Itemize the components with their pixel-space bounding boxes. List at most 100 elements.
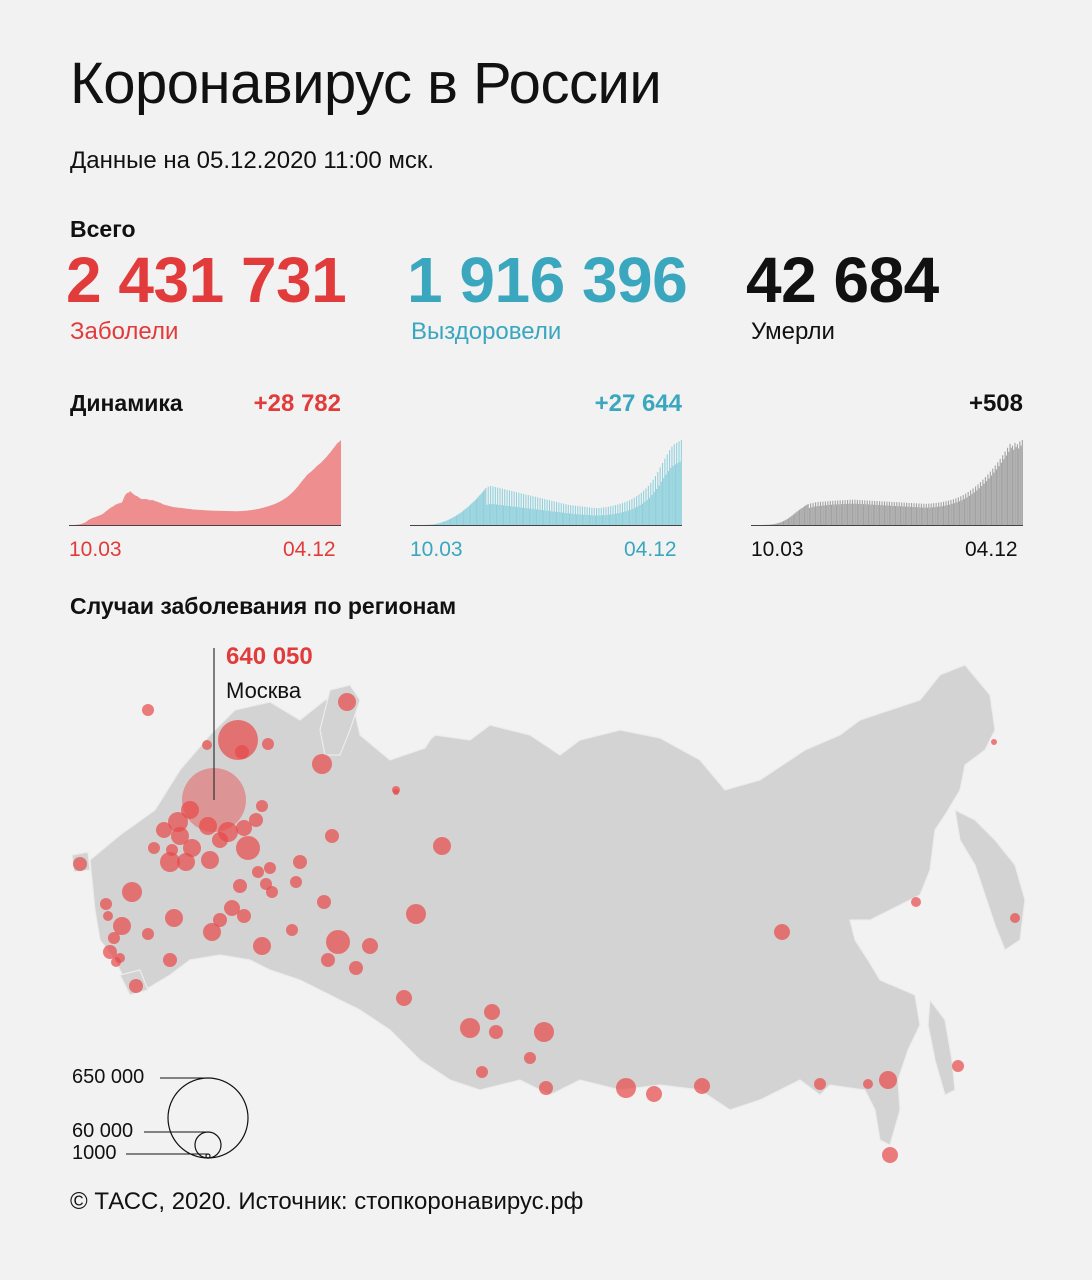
recovered-bar [490, 486, 492, 525]
recovered-bar [462, 510, 465, 525]
recovered-bar [468, 505, 470, 525]
recovered-bar [447, 519, 449, 525]
deaths-bar [808, 508, 810, 525]
recovered-bar [671, 446, 673, 525]
recovered-bar [636, 496, 638, 525]
region-bubble [321, 953, 335, 967]
recovered-bar [512, 506, 514, 525]
legend-circle-small [205, 1153, 211, 1159]
deaths-bar [885, 505, 887, 525]
deaths-bar [842, 500, 844, 525]
deaths-bar [816, 506, 818, 525]
deaths-bar [992, 468, 994, 525]
deaths-bar [856, 499, 858, 525]
deaths-bar [913, 503, 915, 525]
recovered-bar [497, 487, 499, 525]
region-bubble [171, 827, 189, 845]
deaths-bar [906, 502, 908, 525]
region-bubble [165, 909, 183, 927]
map-land-kamchatka [954, 808, 1026, 951]
region-bubble [108, 932, 120, 944]
deaths-bar [799, 509, 801, 525]
recovered-bar [515, 492, 518, 525]
recovered-bar [571, 513, 573, 525]
recovered-end-date: 04.12 [624, 538, 677, 561]
recovered-bar [479, 494, 481, 525]
deaths-bar [975, 486, 977, 525]
deaths-bar [805, 505, 807, 525]
region-bubble [476, 1066, 488, 1078]
deaths-bar [1018, 448, 1020, 525]
deaths-bar [920, 503, 922, 525]
recovered-bar [585, 514, 587, 525]
region-bubble [237, 909, 251, 923]
recovered-bar [616, 513, 618, 525]
region-bubble [262, 738, 274, 750]
deaths-bar [931, 507, 934, 525]
map-landmass [71, 664, 1026, 1146]
deaths-bar [989, 471, 991, 525]
deaths-bar [1016, 444, 1018, 525]
region-bubble [325, 829, 339, 843]
recovered-bar [541, 498, 543, 525]
deaths-bar [879, 501, 881, 525]
deaths-bar [790, 516, 792, 525]
deaths-bar [1014, 442, 1016, 525]
recovered-bar [561, 512, 563, 525]
region-bubble [293, 855, 307, 869]
recovered-bar [605, 507, 607, 525]
map-land-sakhalin [927, 998, 956, 1096]
recovered-bar [633, 497, 635, 525]
bubble-size-legend [126, 1077, 249, 1159]
deaths-bar [951, 503, 953, 525]
recovered-bar [507, 505, 509, 525]
deaths-bar [838, 504, 840, 525]
recovered-bar [521, 507, 523, 525]
region-bubble [814, 1078, 826, 1090]
deaths-bar [882, 505, 884, 525]
deaths-bar [775, 523, 777, 525]
deaths-bar [839, 500, 841, 525]
deaths-bar [822, 501, 824, 526]
recovered-bar [459, 513, 461, 525]
region-bubble [103, 945, 117, 959]
recovered-bar [563, 503, 565, 525]
deaths-bar [828, 504, 830, 525]
recovered-bar [660, 481, 662, 525]
deaths-bar [1021, 440, 1023, 525]
recovered-bar [546, 499, 548, 525]
deaths-bar [863, 504, 865, 525]
recovered-bar [581, 506, 583, 525]
recovered-bar [676, 442, 678, 525]
regions-heading: Случаи заболевания по регионам [70, 593, 457, 619]
recovered-bar [657, 471, 659, 525]
recovered-bar [455, 515, 457, 525]
recovered-bar [574, 505, 576, 525]
recovered-bar [457, 514, 459, 525]
deaths-bar [981, 486, 983, 525]
deaths-bar [770, 524, 772, 525]
cases-label: Заболели [70, 318, 179, 345]
recovered-bar [654, 476, 656, 525]
region-bubble [694, 1078, 710, 1094]
deaths-bar [865, 504, 867, 525]
legend-label-small: 1000 [72, 1142, 117, 1164]
recovered-bar [577, 505, 579, 525]
deaths-bar [780, 522, 782, 525]
deaths-bar [1008, 451, 1010, 525]
deaths-bar [994, 465, 996, 525]
recovered-bar [520, 493, 522, 525]
deaths-bar [909, 506, 911, 525]
recovered-bar [627, 510, 629, 525]
deaths-bar [1002, 455, 1004, 525]
region-bubble [213, 913, 227, 927]
recovered-bar [649, 497, 651, 525]
deaths-bar [933, 503, 935, 525]
deaths-bar [821, 505, 823, 525]
deaths-bar [796, 511, 798, 525]
totals-heading: Всего [70, 216, 136, 242]
deaths-bar [812, 502, 814, 525]
deaths-bar [911, 503, 913, 525]
deaths-bar [986, 481, 988, 525]
region-bubble [1010, 913, 1020, 923]
